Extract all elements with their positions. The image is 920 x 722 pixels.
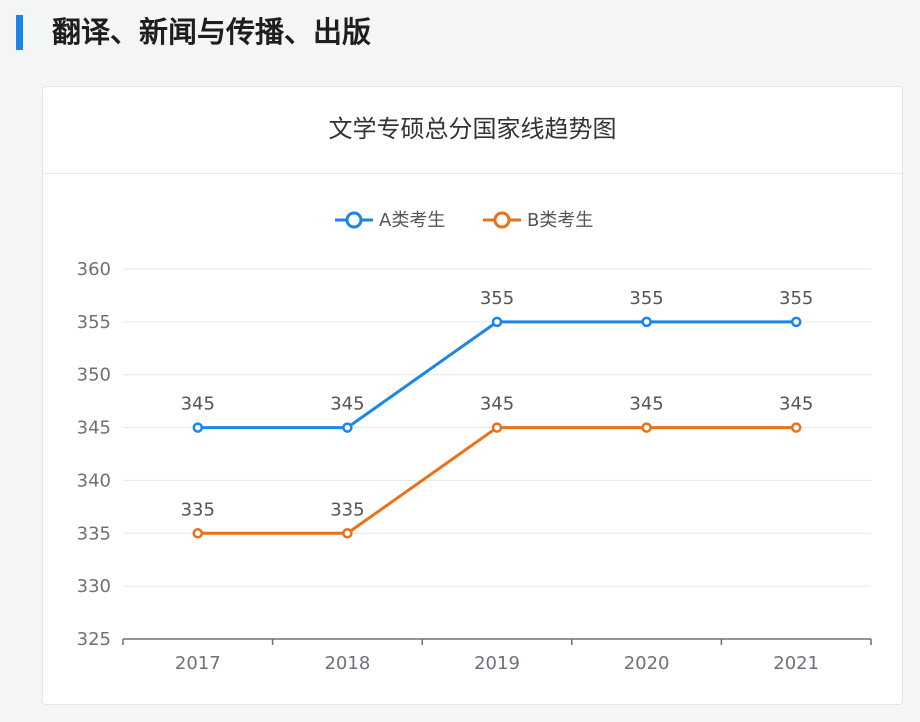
y-tick-label: 350: [77, 365, 111, 386]
legend-item-b[interactable]: B类考生: [483, 210, 593, 231]
data-label: 345: [480, 394, 514, 415]
chart-card-header: 文学专硕总分国家线趋势图: [43, 87, 902, 174]
data-label: 335: [330, 499, 364, 520]
data-label: 345: [181, 394, 215, 415]
section-title: 翻译、新闻与传播、出版: [52, 15, 372, 49]
data-point[interactable]: [491, 422, 503, 433]
y-tick-label: 335: [77, 523, 111, 544]
section-accent-bar: [16, 15, 23, 50]
data-point[interactable]: [342, 422, 353, 433]
data-label: 345: [629, 394, 663, 415]
data-label: 355: [480, 288, 514, 309]
series-layer: 345 345 355 355 355 335 335 345 345 345: [181, 288, 813, 539]
legend[interactable]: A类考生 B类考生: [335, 210, 593, 231]
data-point[interactable]: [790, 316, 802, 328]
data-point[interactable]: [192, 422, 204, 433]
legend-label: B类考生: [527, 210, 593, 231]
axis-layer: 325 330 335 340 345 350 355 360 2017 2018 2019 2020…: [77, 259, 872, 674]
data-point[interactable]: [641, 316, 652, 328]
data-point[interactable]: [641, 422, 652, 433]
data-label: 345: [779, 394, 813, 415]
data-point[interactable]: [192, 528, 204, 539]
x-tick-label: 2021: [773, 653, 819, 674]
legend-label: A类考生: [379, 210, 445, 231]
x-tick-label: 2018: [324, 653, 370, 674]
legend-marker: [493, 211, 511, 229]
y-tick-label: 345: [77, 418, 111, 439]
x-tick-label: 2017: [175, 653, 221, 674]
data-label: 355: [779, 288, 813, 309]
legend-item-a[interactable]: A类考生: [335, 210, 445, 231]
section-header: 翻译、新闻与传播、出版: [0, 0, 920, 70]
data-label: 355: [629, 288, 663, 309]
series-b: 335 335 345 345 345: [181, 394, 813, 539]
data-label: 345: [330, 394, 364, 415]
y-tick-label: 330: [77, 576, 111, 597]
chart-title: 文学专硕总分国家线趋势图: [328, 115, 617, 143]
y-tick-label: 325: [77, 629, 111, 650]
data-point[interactable]: [342, 528, 353, 539]
data-point[interactable]: [790, 422, 802, 433]
x-tick-label: 2019: [474, 653, 520, 674]
series-a: 345 345 355 355 355: [181, 288, 813, 433]
data-label: 335: [181, 499, 215, 520]
data-point[interactable]: [491, 316, 503, 328]
y-tick-label: 340: [77, 470, 111, 491]
line-chart: 325 330 335 340 345 350 355 360 2017 2018 2019 2020…: [77, 210, 872, 674]
y-tick-label: 360: [77, 259, 111, 280]
legend-marker: [345, 211, 363, 229]
x-tick-label: 2020: [624, 653, 670, 674]
chart-card: 文学专硕总分国家线趋势图 325 330 335 340 345 350 355 360 201…: [42, 86, 903, 705]
y-tick-label: 355: [77, 312, 111, 333]
